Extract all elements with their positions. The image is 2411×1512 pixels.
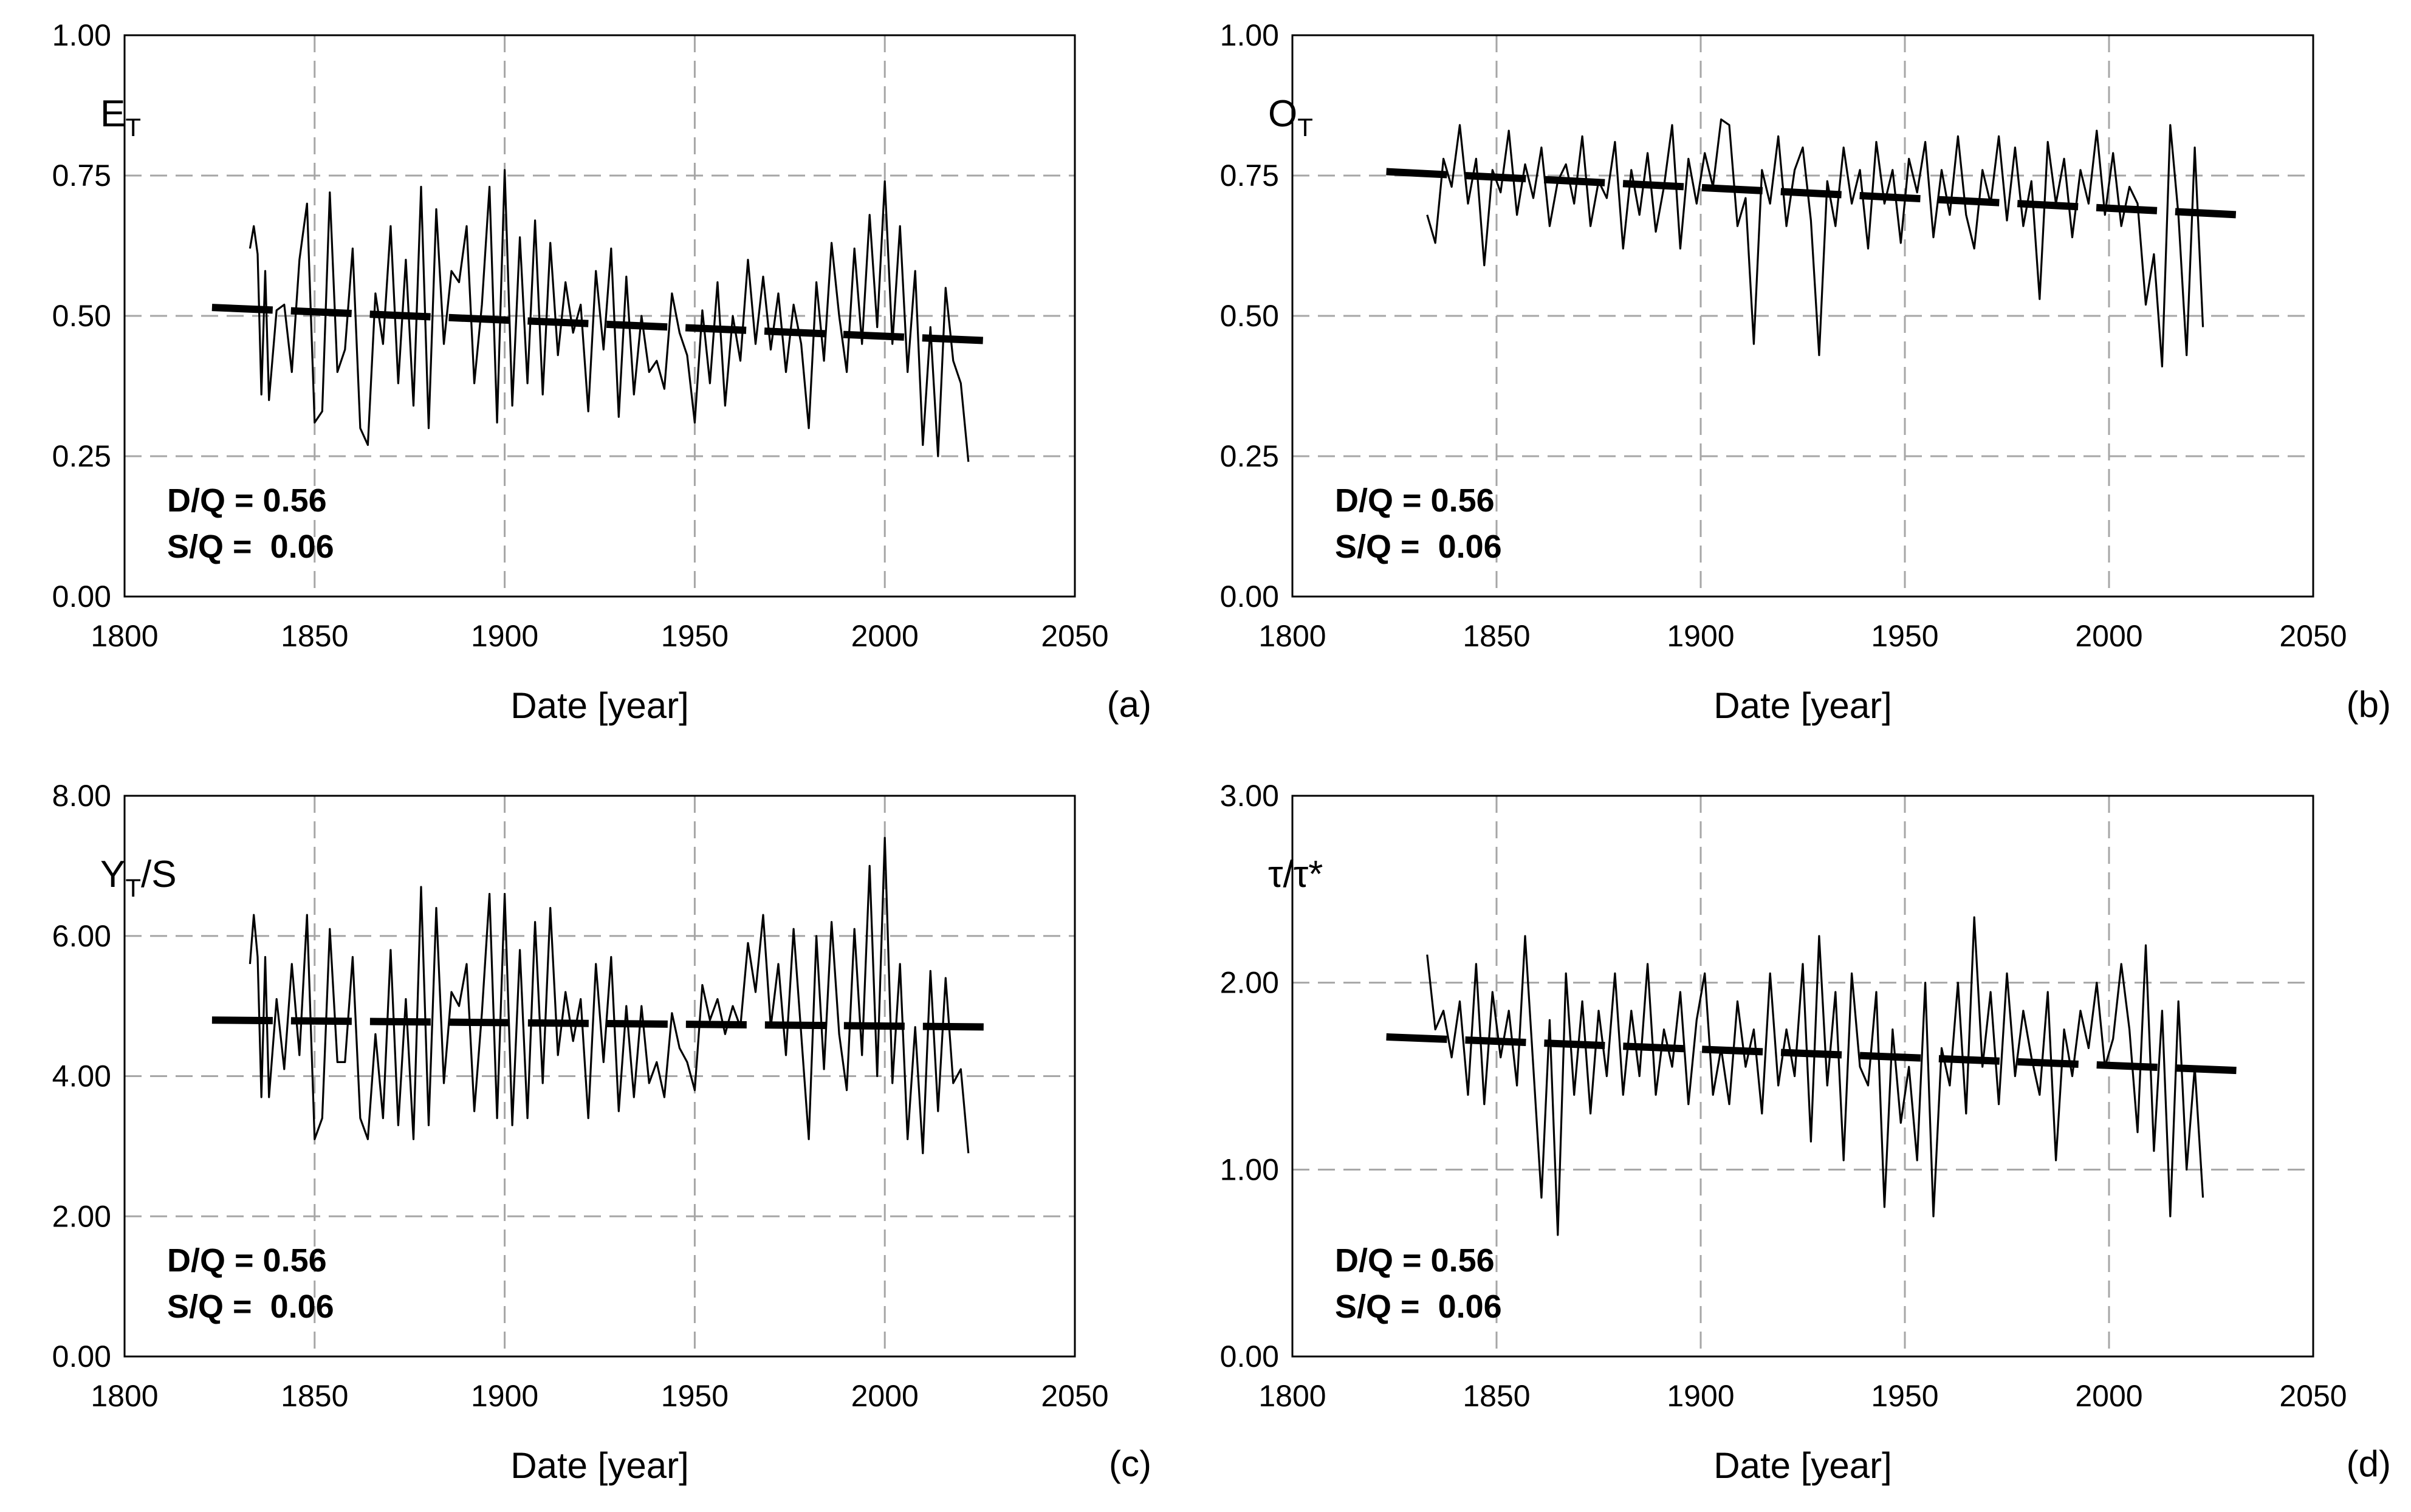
y-axis-label-subscript: T: [125, 113, 141, 142]
x-tick-label: 1850: [281, 1379, 348, 1413]
plot-frame: [123, 795, 1076, 1358]
series-line-trend: [1386, 168, 2240, 219]
x-tick-label: 2050: [2279, 619, 2347, 653]
y-tick-label: 0.75: [1220, 159, 1279, 193]
y-tick-label: 8.00: [52, 779, 111, 813]
series-line-annual: [249, 836, 970, 1155]
x-tick-label: 2000: [851, 619, 919, 653]
x-tick-label: 1800: [91, 619, 158, 653]
x-axis-label: Date [year]: [510, 1445, 688, 1486]
x-tick-label: 1850: [1463, 619, 1530, 653]
y-tick-label: 0.00: [52, 1339, 111, 1373]
y-axis-label-subscript: T: [125, 874, 141, 902]
plot-frame: [1291, 795, 2314, 1358]
annotation-text: D/Q = 0.56: [1335, 482, 1495, 519]
x-tick-label: 1800: [1258, 1379, 1326, 1413]
y-axis-label-rest: /S: [141, 853, 177, 895]
y-axis-label: OT: [1268, 93, 1313, 142]
annotation-text: S/Q = 0.06: [1335, 529, 1502, 565]
panel-label: (a): [1107, 684, 1151, 725]
x-axis-label: Date [year]: [1713, 1445, 1891, 1486]
annotation-text: S/Q = 0.06: [167, 529, 334, 565]
x-tick-label: 1900: [471, 619, 538, 653]
x-tick-label: 1950: [1871, 619, 1938, 653]
plot-frame: [1291, 34, 2314, 598]
y-axis-label: YT/S: [100, 853, 177, 902]
y-tick-label: 1.00: [52, 18, 111, 52]
y-tick-label: 6.00: [52, 919, 111, 953]
y-tick-label: 0.00: [1220, 1339, 1279, 1373]
series-line-annual: [249, 169, 970, 462]
x-tick-label: 1900: [471, 1379, 538, 1413]
x-tick-label: 1800: [1258, 619, 1326, 653]
series-line-trend: [211, 1016, 999, 1031]
y-axis-label-main: E: [100, 93, 125, 135]
y-tick-label: 0.25: [1220, 439, 1279, 473]
y-tick-label: 0.00: [52, 580, 111, 614]
annotation-text: D/Q = 0.56: [167, 482, 327, 519]
series-line-annual: [1426, 916, 2204, 1236]
panel-b: 0.00 0.25 0.50 0.75 1.00 1800 1850 1900 1950 2000…: [1220, 18, 2391, 726]
x-tick-label: 2000: [2075, 1379, 2142, 1413]
y-axis-label-main: Y: [100, 853, 125, 895]
y-axis-label: ET: [100, 93, 141, 142]
x-tick-label: 1800: [91, 1379, 158, 1413]
x-tick-label: 1850: [281, 619, 348, 653]
panel-d: 0.00 1.00 2.00 3.00 1800 1850 1900 1950 2000 2050…: [1220, 779, 2391, 1486]
x-tick-label: 2000: [851, 1379, 919, 1413]
y-tick-label: 4.00: [52, 1059, 111, 1093]
panel-label: (b): [2347, 684, 2391, 725]
x-tick-label: 1900: [1667, 1379, 1734, 1413]
annotation-text: S/Q = 0.06: [167, 1288, 334, 1325]
y-tick-label: 3.00: [1220, 779, 1279, 813]
x-tick-label: 1950: [1871, 1379, 1938, 1413]
panel-label: (c): [1109, 1443, 1151, 1484]
x-tick-label: 1900: [1667, 619, 1734, 653]
y-axis-label-main: τ/τ*: [1268, 853, 1323, 895]
y-tick-label: 2.00: [1220, 966, 1279, 1000]
x-axis-label: Date [year]: [1713, 685, 1891, 726]
x-tick-label: 2050: [1041, 1379, 1108, 1413]
y-axis-label: τ/τ*: [1268, 853, 1323, 895]
x-axis-label: Date [year]: [510, 685, 688, 726]
y-tick-label: 0.50: [1220, 299, 1279, 333]
y-axis-label-subscript: T: [1297, 113, 1313, 142]
x-tick-label: 2000: [2075, 619, 2142, 653]
x-tick-label: 2050: [1041, 619, 1108, 653]
y-tick-label: 0.50: [52, 299, 111, 333]
y-tick-label: 0.25: [52, 439, 111, 473]
y-tick-label: 1.00: [1220, 1152, 1279, 1186]
y-tick-label: 0.00: [1220, 580, 1279, 614]
series-line-annual: [1426, 118, 2204, 368]
panel-label: (d): [2347, 1443, 2391, 1484]
annotation-text: D/Q = 0.56: [1335, 1242, 1495, 1279]
x-tick-label: 1950: [661, 1379, 729, 1413]
series-line-trend: [211, 304, 1000, 345]
y-tick-label: 0.75: [52, 159, 111, 193]
x-tick-label: 1850: [1463, 1379, 1530, 1413]
y-axis-label-main: O: [1268, 93, 1297, 135]
panel-c: 0.00 2.00 4.00 6.00 8.00 1800 1850 1900 1950 2000…: [52, 779, 1151, 1486]
series-line-trend: [1386, 1033, 2240, 1075]
y-tick-label: 2.00: [52, 1199, 111, 1233]
y-tick-label: 1.00: [1220, 18, 1279, 52]
annotation-text: S/Q = 0.06: [1335, 1288, 1502, 1325]
annotation-text: D/Q = 0.56: [167, 1242, 327, 1279]
x-tick-label: 1950: [661, 619, 729, 653]
plot-frame: [123, 34, 1076, 598]
x-tick-label: 2050: [2279, 1379, 2347, 1413]
panel-a: 0.00 0.25 0.50 0.75 1.00 1800 1850 1900 1950 2000…: [52, 18, 1151, 726]
